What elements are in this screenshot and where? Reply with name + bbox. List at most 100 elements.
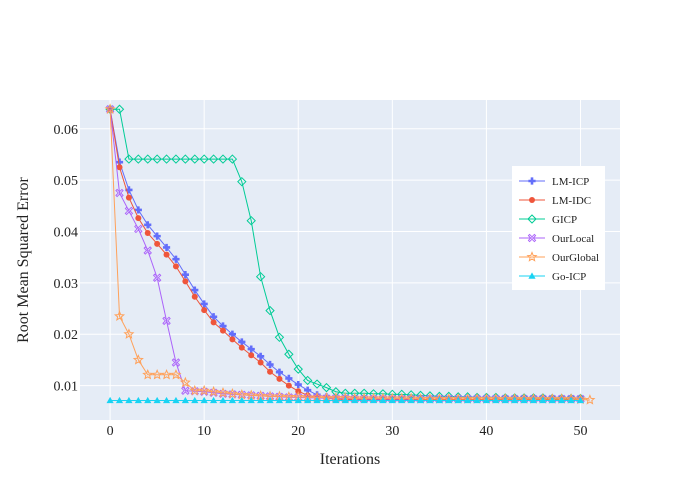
data-point-lm-idc [248,352,255,359]
data-point-lm-icp [257,352,265,360]
x-tick-label: 40 [479,424,493,439]
y-tick-label: 0.04 [54,225,79,240]
data-point-gicp [312,379,322,389]
data-point-ourglobal [151,368,163,380]
x-tick-label: 0 [107,424,114,439]
data-point-ourglobal [123,328,135,339]
legend-marker [528,177,536,185]
data-point-ourlocal [265,392,275,401]
data-point-lm-icp [266,360,274,369]
series-line-ourglobal [109,109,590,401]
data-point-lm-idc [238,344,245,351]
data-point-lm-idc [219,327,226,334]
data-point-ourlocal [171,358,181,367]
data-point-lm-icp [294,380,302,389]
data-point-ourlocal [228,390,237,399]
legend-label: Go-ICP [552,271,586,283]
data-point-gicp [255,271,266,282]
data-point-ourglobal [217,386,229,398]
data-point-lm-idc [182,278,189,285]
data-point-lm-idc [144,230,151,237]
x-tick-label: 10 [197,424,211,439]
data-point-lm-icp [304,386,312,394]
y-tick-label: 0.03 [54,277,79,292]
data-point-go-icp [313,396,321,404]
data-point-lm-idc [172,263,179,270]
data-point-go-icp [548,396,556,404]
data-point-go-icp [125,396,133,404]
data-point-ourlocal [294,393,303,402]
data-point-lm-icp [209,313,218,321]
data-point-ourlocal [237,390,247,400]
series-layer [104,103,596,405]
data-point-go-icp [172,396,180,404]
data-point-lm-idc [154,240,161,247]
data-point-ourglobal [208,385,220,397]
data-point-ourglobal [170,368,182,380]
data-point-go-icp [520,396,528,404]
data-point-lm-idc [267,368,274,375]
data-point-lm-idc [116,164,123,171]
data-point-lm-idc [201,307,208,314]
data-point-gicp [302,375,313,386]
legend-label: OurGlobal [552,252,599,264]
y-tick-label: 0.05 [54,174,79,189]
data-point-lm-icp [181,271,189,279]
data-point-lm-idc [285,382,292,389]
x-axis-title: Iterations [320,451,380,468]
data-point-ourglobal [104,103,116,114]
data-point-ourglobal [584,394,596,405]
legend-marker [529,197,535,203]
data-point-lm-icp [200,300,208,308]
data-point-ourglobal [236,389,248,400]
data-point-lm-icp [191,286,199,294]
data-point-ourglobal [161,368,173,380]
data-point-gicp [321,382,332,393]
data-point-lm-icp [153,232,161,240]
data-point-lm-icp [275,368,284,376]
data-point-go-icp [153,396,161,404]
data-point-go-icp [379,396,387,404]
legend-item-gicp: GICP [519,214,577,226]
data-point-ourglobal [132,354,144,365]
legend-marker [526,251,538,262]
data-point-ourlocal [190,386,200,396]
data-point-lm-icp [115,158,124,166]
data-point-ourlocal [105,105,115,114]
data-point-go-icp [416,396,425,404]
data-point-go-icp [304,396,312,404]
data-point-gicp [227,154,238,164]
data-point-go-icp [209,396,218,404]
data-point-gicp [171,154,181,164]
legend-marker [527,233,537,243]
data-point-lm-idc [125,194,132,201]
data-point-gicp [265,305,275,316]
x-axis-ticks: 0 10 20 30 40 50 [107,424,588,439]
data-point-gicp [180,154,191,164]
data-point-lm-icp [247,345,255,353]
data-point-go-icp [238,396,246,404]
data-point-gicp [199,154,209,164]
data-point-ourlocal [152,273,162,282]
data-point-go-icp [407,396,415,404]
data-point-go-icp [341,396,349,404]
x-tick-label: 30 [385,424,399,439]
data-point-ourlocal [181,386,190,395]
data-point-go-icp [115,396,124,404]
data-point-go-icp [454,396,462,404]
data-point-go-icp [144,396,152,404]
legend-item-go-icp: Go-ICP [519,271,586,283]
data-point-go-icp [351,396,359,404]
data-point-gicp [218,154,228,164]
legend-label: OurLocal [552,233,594,245]
data-point-go-icp [576,396,585,404]
data-point-lm-icp [228,330,237,338]
y-axis-title: Root Mean Squared Error [15,176,32,342]
data-point-lm-idc [257,359,264,366]
data-point-ourglobal [226,387,238,399]
data-point-ourglobal [113,310,126,321]
y-tick-label: 0.01 [54,380,79,395]
legend-label: LM-IDC [552,195,591,207]
legend-marker [527,214,537,224]
data-point-ourlocal [143,246,152,255]
